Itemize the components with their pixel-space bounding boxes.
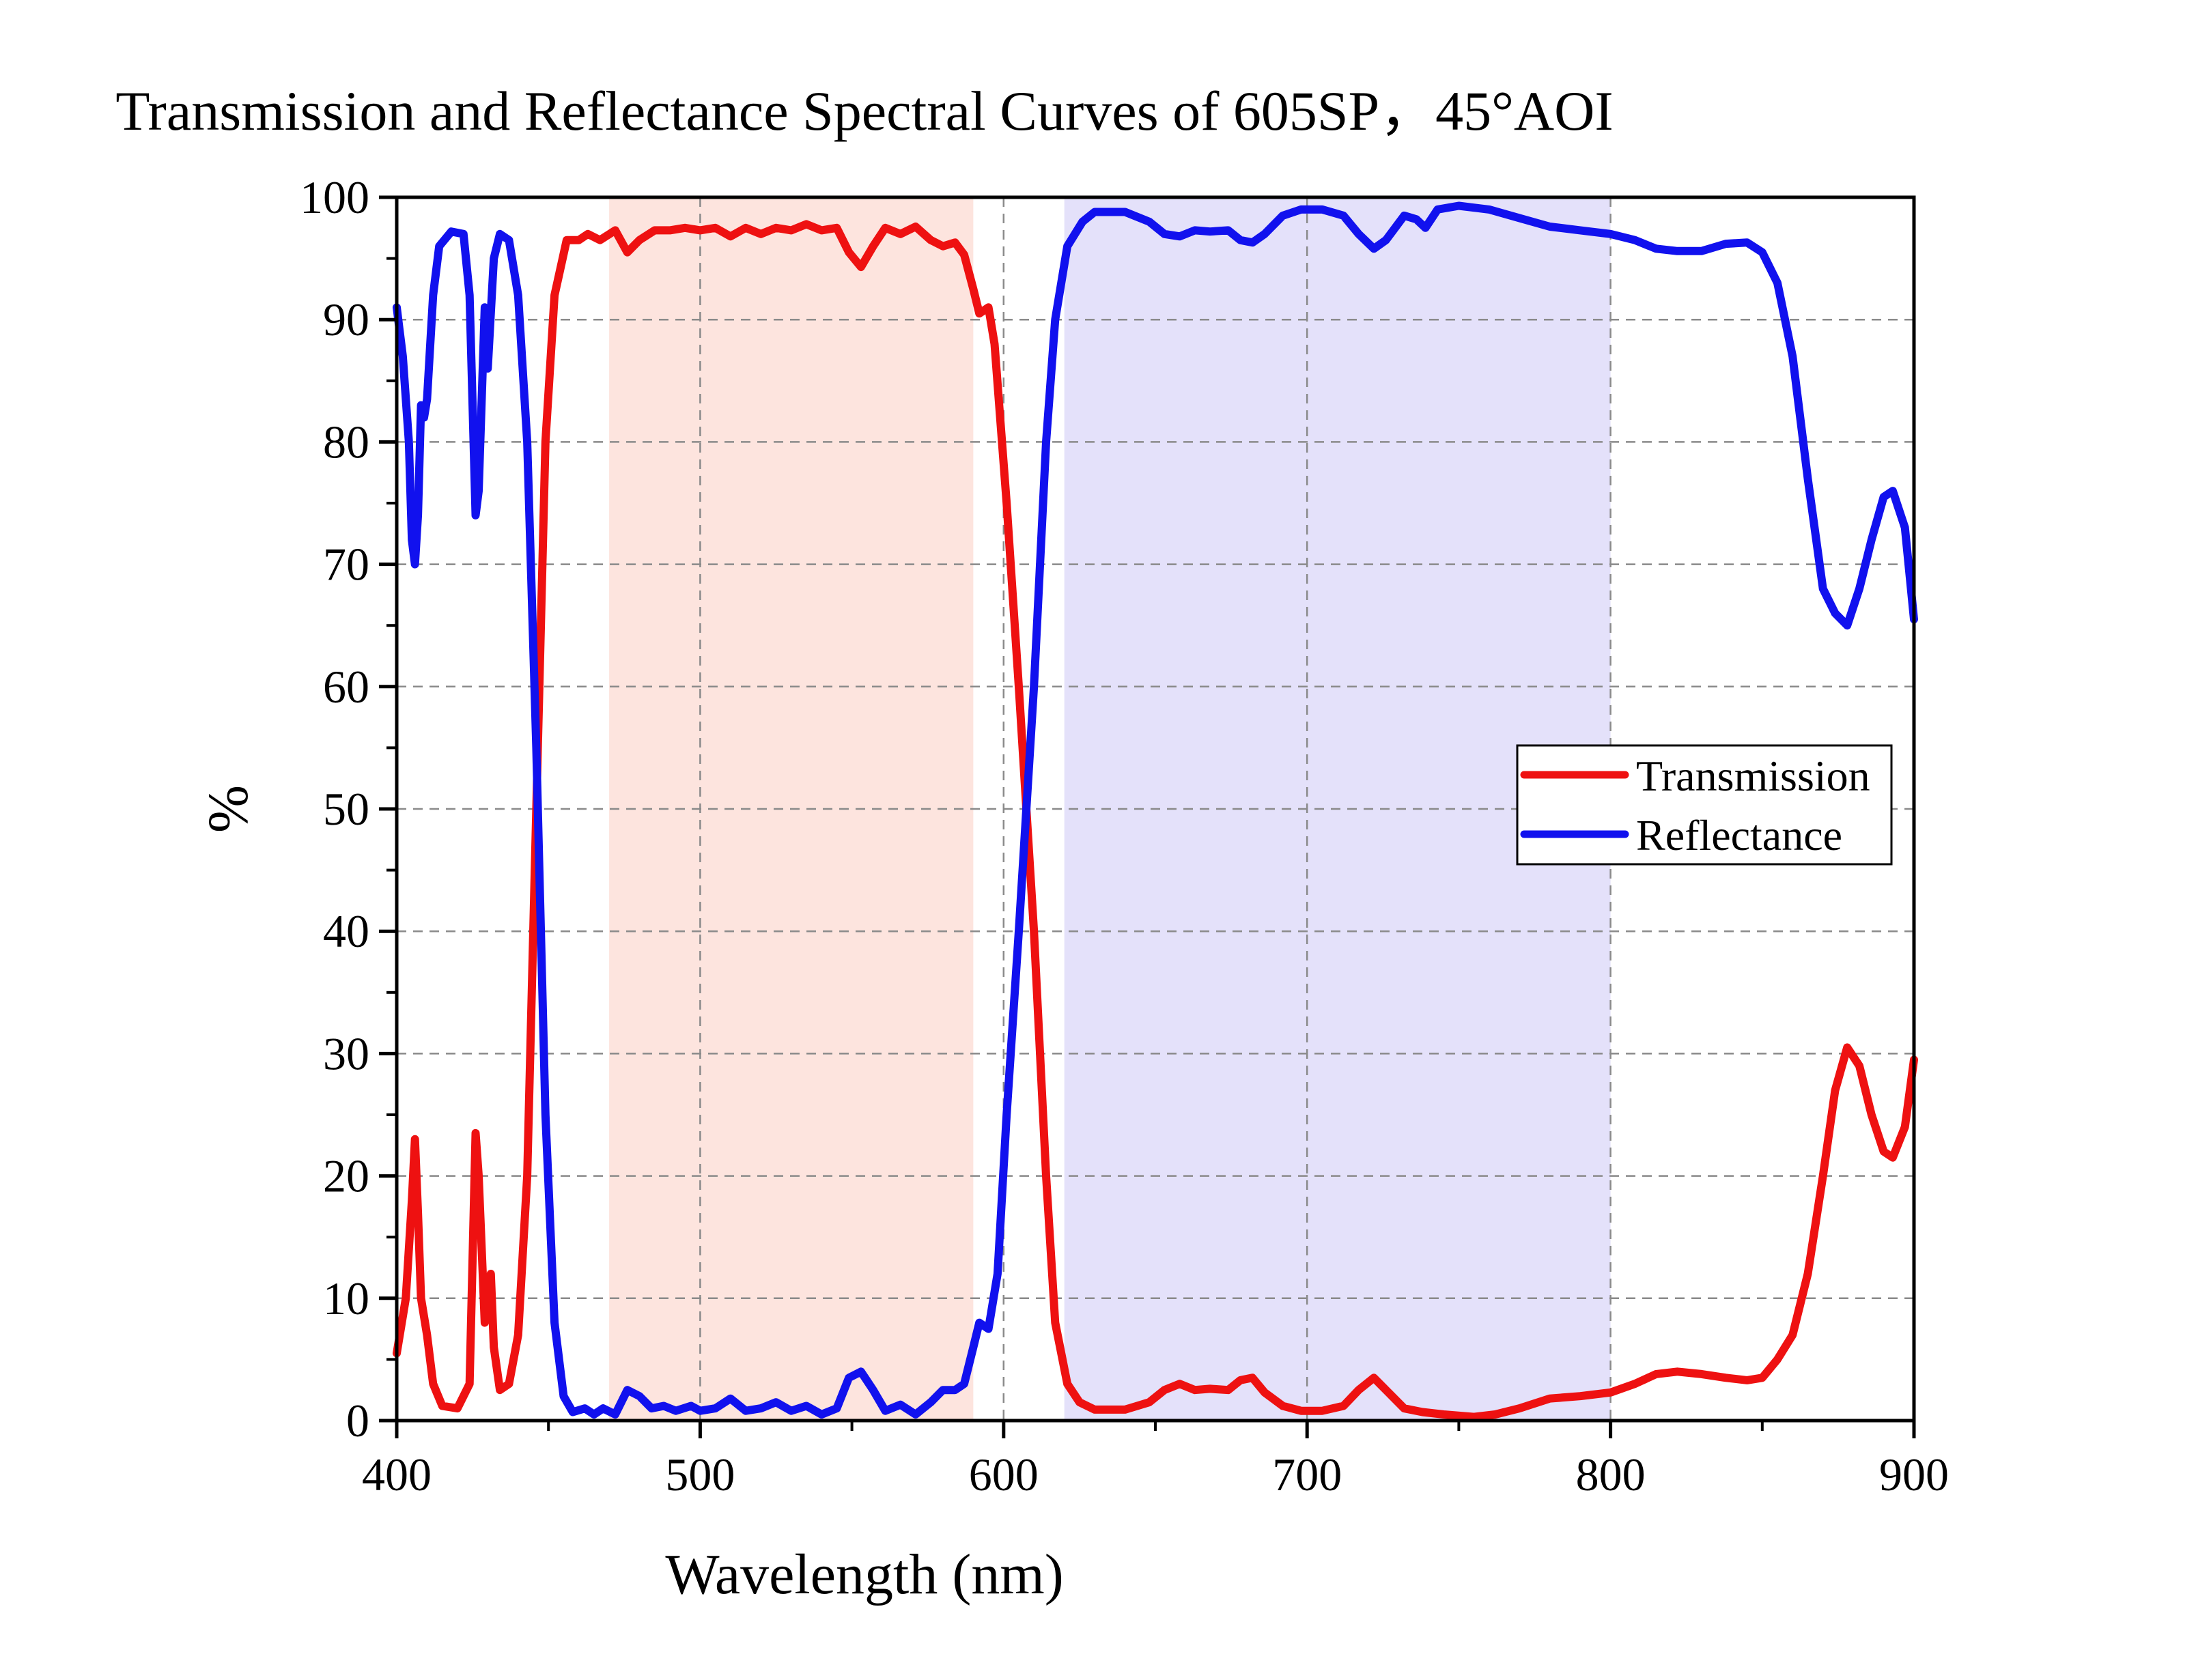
x-axis-title: Wavelength (nm) (665, 1543, 1063, 1606)
x-tick-label: 500 (665, 1449, 735, 1500)
legend-label-reflectance: Reflectance (1636, 811, 1842, 859)
y-tick-label: 30 (323, 1027, 369, 1079)
legend-box (1516, 744, 1893, 866)
y-tick-label: 60 (323, 661, 369, 713)
y-tick-label: 40 (323, 905, 369, 957)
series-line-reflectance (393, 201, 1918, 1419)
legend-label-transmission: Transmission (1636, 752, 1870, 800)
series-line-transmission (393, 220, 1918, 1421)
y-tick-label: 0 (346, 1395, 369, 1447)
chart-title: Transmission and Reflectance Spectral Cu… (115, 80, 1613, 142)
y-tick-label: 80 (323, 416, 369, 468)
y-tick-label: 90 (323, 294, 369, 345)
y-axis-title: % (197, 785, 260, 833)
x-tick-label: 600 (969, 1449, 1039, 1500)
x-tick-label: 700 (1272, 1449, 1342, 1500)
x-tick-label: 400 (362, 1449, 432, 1500)
y-tick-label: 70 (323, 539, 369, 590)
series-lines (393, 201, 1918, 1421)
axis-ticks (379, 195, 1916, 1438)
y-tick-label: 20 (323, 1150, 369, 1202)
y-tick-label: 100 (300, 171, 369, 223)
y-tick-label: 10 (323, 1272, 369, 1324)
tick-labels: 400 500 600 700 800 900 0 10 20 30 40 50 60 70 80 90 100 (300, 171, 1949, 1500)
x-tick-label: 800 (1576, 1449, 1646, 1500)
x-tick-label: 900 (1879, 1449, 1949, 1500)
legend: Transmission Reflectance (1516, 744, 1893, 866)
y-tick-label: 50 (323, 783, 369, 835)
